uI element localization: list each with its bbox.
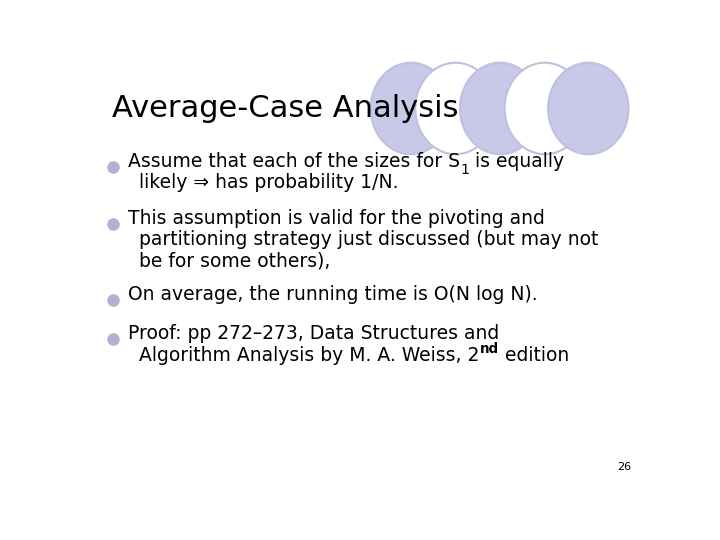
Text: nd: nd: [480, 341, 499, 355]
Ellipse shape: [460, 63, 540, 154]
Text: is equally: is equally: [469, 152, 564, 171]
Text: Assume that each of the sizes for S: Assume that each of the sizes for S: [128, 152, 460, 171]
Text: Average-Case Analysis: Average-Case Analysis: [112, 94, 459, 123]
Ellipse shape: [371, 63, 451, 154]
Ellipse shape: [415, 63, 495, 154]
Text: partitioning strategy just discussed (but may not: partitioning strategy just discussed (bu…: [139, 230, 598, 249]
Text: edition: edition: [499, 346, 569, 365]
Text: This assumption is valid for the pivoting and: This assumption is valid for the pivotin…: [128, 208, 545, 228]
Text: Algorithm Analysis by M. A. Weiss, 2: Algorithm Analysis by M. A. Weiss, 2: [139, 346, 480, 365]
Text: be for some others),: be for some others),: [139, 252, 330, 271]
Text: Proof: pp 272–273, Data Structures and: Proof: pp 272–273, Data Structures and: [128, 324, 499, 343]
Ellipse shape: [505, 63, 585, 154]
Text: likely ⇒ has probability 1/N.: likely ⇒ has probability 1/N.: [139, 173, 399, 192]
Text: On average, the running time is O(N log N).: On average, the running time is O(N log …: [128, 285, 538, 303]
Ellipse shape: [548, 63, 629, 154]
Text: 26: 26: [617, 462, 631, 472]
Text: 1: 1: [460, 163, 469, 177]
